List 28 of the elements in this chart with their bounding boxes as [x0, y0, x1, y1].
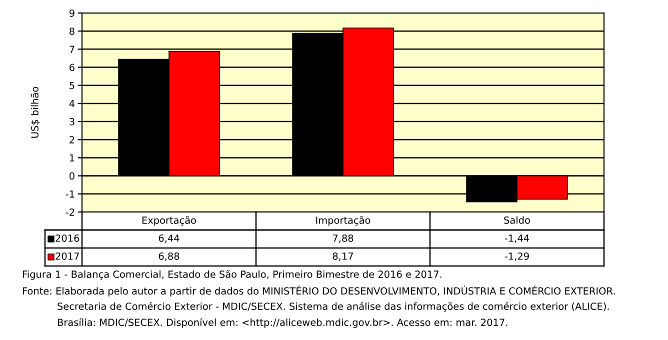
data-label: 8,17 [332, 252, 353, 261]
legend-label: 2016 [56, 234, 80, 242]
text: Figura 1 - Balança Comercial, Estado de São Paulo, Primeiro Bimestre de 2016 e 2017. [22, 270, 442, 280]
y-tick-label: 3 [70, 118, 74, 126]
y-tick-label: 4 [69, 100, 75, 108]
x-tick-label: Importação [316, 216, 370, 226]
y-axis-title: US$ bilhão [30, 86, 40, 138]
data-label: 6,88 [158, 252, 180, 261]
data-label: 6,44 [158, 234, 180, 243]
x-tick-label: Saldo [504, 216, 530, 224]
y-tick-label: -1 [66, 190, 74, 198]
y-tick-label: 8 [70, 28, 74, 35]
text: Brasília: MDIC/SECEX. Disponível em: <http://aliceweb.mdic.gov.br>. Acesso em: mar. 2017. [58, 318, 508, 328]
source-note: Fonte: Elaborada pelo autor a partir de dados do MINISTÉRIO DO DESENVOLVIMENTO, INDÚSTRIA E COMÉRCIO EXTERIOR. [22, 285, 615, 297]
data-label: -1,44 [504, 234, 530, 243]
legend-label: 2017 [56, 252, 79, 260]
y-tick-label: 9 [69, 9, 74, 17]
y-tick-label: 6 [70, 64, 74, 72]
y-tick-label: 5 [70, 82, 74, 90]
text: Secretaria de Comércio Exterior - MDIC/SECEX. Sistema de análise das informações de comércio exterior (ALICE). [58, 302, 609, 312]
y-tick-label: 2 [70, 136, 74, 144]
data-label: 7,88 [332, 234, 354, 243]
x-tick-label: Exportação [142, 216, 196, 226]
data-label: -1,29 [504, 252, 529, 261]
y-tick-label: 0 [70, 172, 74, 180]
y-tick-label: 1 [70, 154, 74, 162]
y-tick-label: -2 [66, 208, 74, 216]
y-tick-label: 7 [70, 46, 74, 53]
